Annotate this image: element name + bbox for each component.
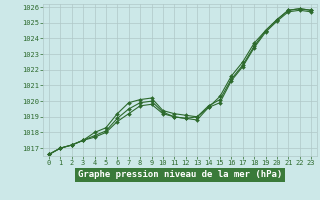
X-axis label: Graphe pression niveau de la mer (hPa): Graphe pression niveau de la mer (hPa) <box>78 170 282 179</box>
